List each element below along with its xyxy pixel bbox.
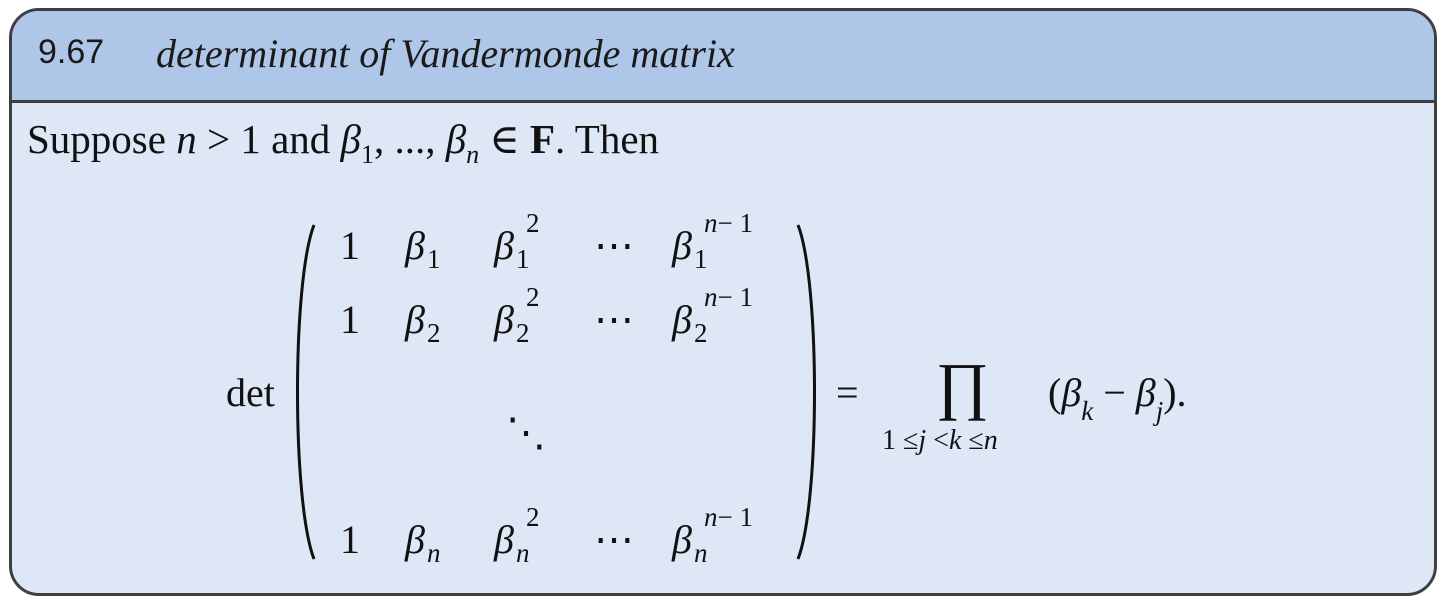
sup: 2	[526, 282, 540, 312]
sub: n	[516, 538, 530, 568]
beta-1-sub: 1	[360, 140, 374, 169]
cdots-2: ⋯	[594, 297, 634, 342]
theorem-number: 9.67	[38, 33, 105, 71]
sub: 1	[694, 244, 708, 274]
exp-minus-one: − 1	[717, 502, 753, 532]
det-operator: det	[226, 370, 275, 415]
beta: β	[405, 297, 425, 342]
close-paren-period: ).	[1163, 370, 1187, 415]
lim-k: k	[948, 425, 962, 456]
cell-2-1: 1	[340, 297, 360, 342]
var-n: n	[176, 116, 197, 162]
exp-minus-one: − 1	[717, 282, 753, 312]
field-F: F	[530, 116, 556, 162]
product-symbol: ∏	[936, 350, 989, 421]
left-paren	[296, 224, 316, 560]
theorem-box: 9.67 determinant of Vandermonde matrix	[9, 8, 1437, 596]
cell-1-1: 1	[340, 223, 360, 268]
right-paren	[796, 224, 816, 560]
cell-2-n: β n− 1 2	[672, 284, 753, 347]
beta-n-sub: n	[466, 140, 480, 169]
beta: β	[405, 223, 425, 268]
hypothesis-line: Suppose n > 1 and β1, ..., βn ∈ F. Then	[27, 115, 660, 168]
sub-j: j	[1155, 396, 1164, 426]
exp-minus-one: − 1	[717, 208, 753, 238]
cell-1-n: β n− 1 1	[672, 210, 753, 273]
beta: β	[672, 297, 692, 342]
open-paren: (	[1048, 370, 1062, 415]
exp-n: n	[704, 208, 718, 238]
sup: 2	[526, 502, 540, 532]
theorem-header: 9.67 determinant of Vandermonde matrix	[12, 11, 1434, 103]
minus-sign: −	[1103, 370, 1126, 415]
comma-dots: , ...,	[373, 116, 446, 162]
lim-n: n	[983, 425, 998, 456]
cdots-1: ⋯	[594, 223, 634, 268]
theorem-title: determinant of Vandermonde matrix	[156, 31, 735, 76]
lim-j: j	[918, 425, 927, 456]
sub: 2	[694, 318, 708, 348]
sup: 2	[526, 208, 540, 238]
lim-le-2: ≤	[968, 425, 984, 456]
sub: 2	[516, 318, 530, 348]
beta: β	[672, 223, 692, 268]
element-of: ∈	[489, 116, 520, 162]
equals-sign: =	[836, 370, 859, 415]
word-then: . Then	[555, 116, 660, 162]
beta-1: β	[340, 116, 361, 162]
word-suppose: Suppose	[27, 116, 166, 162]
beta: β	[494, 223, 514, 268]
ddots: ⋱	[506, 410, 546, 455]
gt-one: > 1	[206, 116, 261, 162]
beta: β	[672, 517, 692, 562]
beta-k: β	[1061, 370, 1082, 415]
exp-n: n	[704, 282, 718, 312]
word-and: and	[271, 116, 331, 162]
sub: 1	[516, 244, 530, 274]
cell-n-1: 1	[340, 517, 360, 562]
beta: β	[494, 297, 514, 342]
beta: β	[405, 517, 425, 562]
lim-1: 1	[882, 425, 896, 456]
sub-k: k	[1081, 396, 1094, 426]
lim-lt: <	[933, 425, 949, 456]
sub: n	[694, 538, 708, 568]
product-limits: 1 ≤j <k ≤n	[882, 427, 998, 455]
cdots-n: ⋯	[594, 517, 634, 562]
sub: 2	[427, 318, 441, 348]
sub: 1	[427, 244, 441, 274]
exp-n: n	[704, 502, 718, 532]
beta-n: β	[445, 116, 467, 162]
beta: β	[494, 517, 514, 562]
sub: n	[427, 538, 441, 568]
lim-le-1: ≤	[903, 425, 919, 456]
beta-j: β	[1135, 370, 1156, 415]
product-term: (βk − βj).	[1048, 370, 1187, 425]
